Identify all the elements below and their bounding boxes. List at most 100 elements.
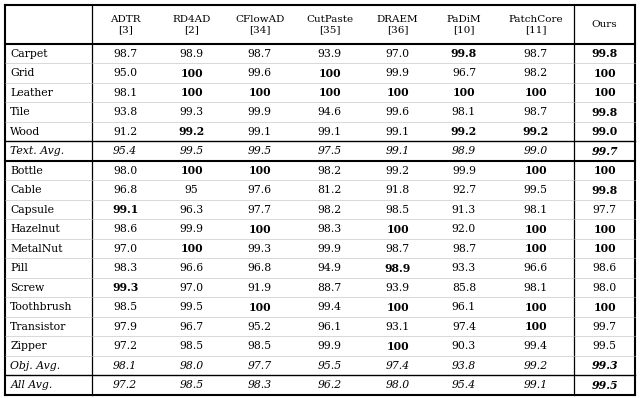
- Text: 96.3: 96.3: [179, 205, 204, 215]
- Text: 98.5: 98.5: [179, 341, 204, 351]
- Text: 99.0: 99.0: [524, 146, 548, 156]
- Text: 99.9: 99.9: [452, 166, 476, 176]
- Text: 100: 100: [593, 87, 616, 98]
- Text: 85.8: 85.8: [452, 283, 476, 293]
- Text: 99.8: 99.8: [591, 185, 618, 195]
- Text: 96.7: 96.7: [452, 68, 476, 78]
- Text: 100: 100: [387, 87, 409, 98]
- Text: Toothbrush: Toothbrush: [10, 302, 73, 312]
- Text: 99.8: 99.8: [591, 48, 618, 59]
- Text: 99.5: 99.5: [591, 380, 618, 390]
- Text: 95: 95: [184, 185, 198, 195]
- Text: 97.0: 97.0: [386, 49, 410, 59]
- Text: 96.2: 96.2: [317, 380, 342, 390]
- Text: 99.8: 99.8: [591, 107, 618, 117]
- Text: 97.7: 97.7: [248, 205, 271, 215]
- Text: 93.9: 93.9: [317, 49, 342, 59]
- Text: 98.7: 98.7: [524, 107, 548, 117]
- Text: 100: 100: [593, 243, 616, 254]
- Text: 81.2: 81.2: [317, 185, 342, 195]
- Text: 98.1: 98.1: [113, 361, 137, 371]
- Text: 88.7: 88.7: [317, 283, 342, 293]
- Text: 98.5: 98.5: [248, 341, 271, 351]
- Text: 98.0: 98.0: [179, 361, 204, 371]
- Text: 99.9: 99.9: [179, 224, 204, 234]
- Text: 93.8: 93.8: [113, 107, 138, 117]
- Text: 99.6: 99.6: [248, 68, 271, 78]
- Text: Leather: Leather: [10, 88, 53, 98]
- Text: 100: 100: [525, 165, 547, 176]
- Text: Screw: Screw: [10, 283, 45, 293]
- Text: 96.1: 96.1: [452, 302, 476, 312]
- Text: 99.7: 99.7: [591, 146, 618, 156]
- Text: 93.9: 93.9: [386, 283, 410, 293]
- Text: 98.9: 98.9: [385, 263, 411, 273]
- Text: Transistor: Transistor: [10, 322, 67, 332]
- Text: 98.6: 98.6: [113, 224, 138, 234]
- Text: 97.0: 97.0: [179, 283, 204, 293]
- Text: 96.7: 96.7: [179, 322, 204, 332]
- Text: 100: 100: [248, 165, 271, 176]
- Text: 99.7: 99.7: [593, 322, 617, 332]
- Text: 98.7: 98.7: [386, 244, 410, 254]
- Text: 99.9: 99.9: [248, 107, 271, 117]
- Text: DRAEM
[36]: DRAEM [36]: [377, 15, 419, 34]
- Text: 98.2: 98.2: [524, 68, 548, 78]
- Text: 99.3: 99.3: [112, 282, 138, 293]
- Text: 98.5: 98.5: [179, 380, 204, 390]
- Text: 99.9: 99.9: [317, 244, 342, 254]
- Text: 97.7: 97.7: [593, 205, 617, 215]
- Text: ADTR
[3]: ADTR [3]: [110, 15, 140, 34]
- Text: 95.4: 95.4: [452, 380, 476, 390]
- Text: 98.3: 98.3: [113, 263, 138, 273]
- Text: 99.3: 99.3: [179, 107, 204, 117]
- Text: 96.8: 96.8: [248, 263, 272, 273]
- Text: 97.0: 97.0: [113, 244, 137, 254]
- Text: 98.3: 98.3: [317, 224, 342, 234]
- Text: 99.9: 99.9: [317, 341, 342, 351]
- Text: 98.5: 98.5: [386, 205, 410, 215]
- Text: 93.8: 93.8: [452, 361, 476, 371]
- Text: 99.1: 99.1: [248, 127, 271, 137]
- Text: 95.5: 95.5: [317, 361, 342, 371]
- Text: 98.0: 98.0: [593, 283, 617, 293]
- Text: 98.2: 98.2: [317, 166, 342, 176]
- Text: 100: 100: [248, 302, 271, 312]
- Text: 98.9: 98.9: [452, 146, 476, 156]
- Text: 92.7: 92.7: [452, 185, 476, 195]
- Text: 98.1: 98.1: [452, 107, 476, 117]
- Text: 100: 100: [593, 302, 616, 312]
- Text: 96.6: 96.6: [179, 263, 204, 273]
- Text: 98.7: 98.7: [248, 49, 271, 59]
- Text: 99.0: 99.0: [591, 126, 618, 137]
- Text: 100: 100: [525, 243, 547, 254]
- Text: 98.2: 98.2: [317, 205, 342, 215]
- Text: 100: 100: [452, 87, 476, 98]
- Text: 94.6: 94.6: [317, 107, 342, 117]
- Text: Grid: Grid: [10, 68, 35, 78]
- Text: MetalNut: MetalNut: [10, 244, 63, 254]
- Text: 100: 100: [525, 321, 547, 332]
- Text: 100: 100: [248, 224, 271, 234]
- Text: CutPaste
[35]: CutPaste [35]: [306, 15, 353, 34]
- Text: 98.7: 98.7: [113, 49, 137, 59]
- Text: 96.8: 96.8: [113, 185, 138, 195]
- Text: 97.2: 97.2: [113, 341, 137, 351]
- Text: Tile: Tile: [10, 107, 31, 117]
- Text: 100: 100: [387, 341, 409, 351]
- Text: 100: 100: [525, 302, 547, 312]
- Text: 98.1: 98.1: [113, 88, 138, 98]
- Text: Text. Avg.: Text. Avg.: [10, 146, 65, 156]
- Text: 97.4: 97.4: [386, 361, 410, 371]
- Text: 99.2: 99.2: [524, 361, 548, 371]
- Text: 100: 100: [180, 68, 203, 78]
- Text: 99.8: 99.8: [451, 48, 477, 59]
- Text: 100: 100: [593, 68, 616, 78]
- Text: 100: 100: [248, 87, 271, 98]
- Text: 91.2: 91.2: [113, 127, 138, 137]
- Text: 95.2: 95.2: [248, 322, 271, 332]
- Text: 99.5: 99.5: [524, 185, 548, 195]
- Text: 99.1: 99.1: [386, 146, 410, 156]
- Text: 94.9: 94.9: [317, 263, 342, 273]
- Text: 93.3: 93.3: [452, 263, 476, 273]
